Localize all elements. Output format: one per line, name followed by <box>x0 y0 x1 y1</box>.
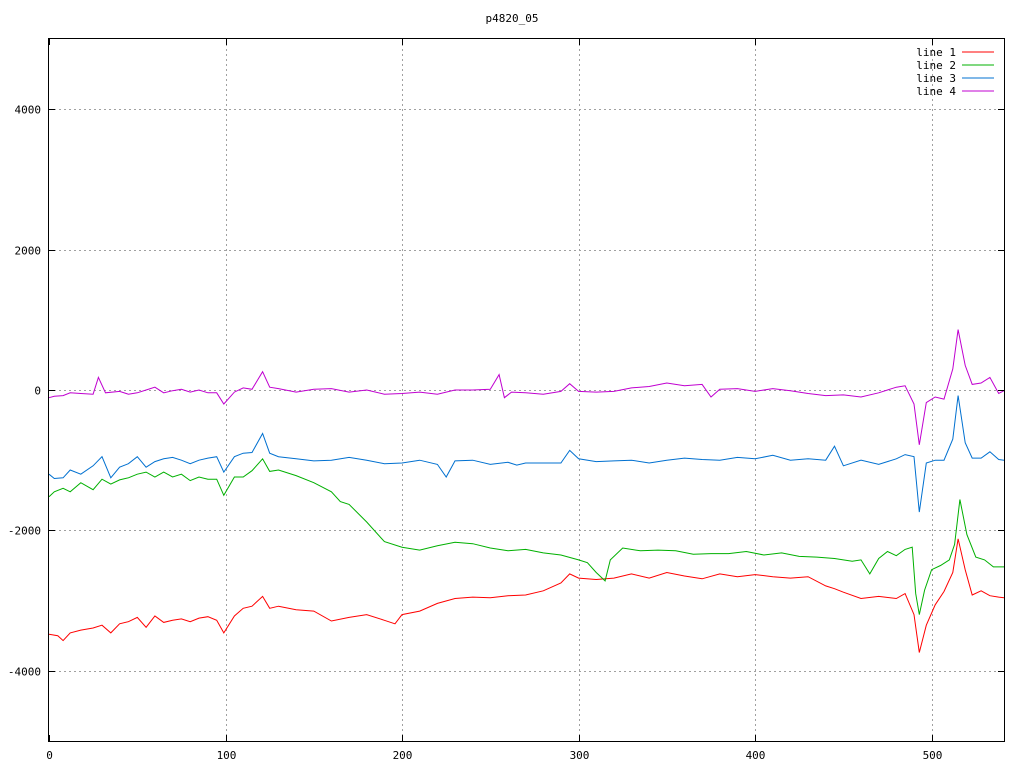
y-tick-label: 2000 <box>15 245 42 258</box>
x-tick-label: 0 <box>46 749 53 762</box>
legend-label-3: line 3 <box>916 72 956 85</box>
legend-label-2: line 2 <box>916 59 956 72</box>
series-line-2 <box>48 457 1004 615</box>
x-tick-label: 100 <box>217 749 237 762</box>
series-group <box>48 329 1005 653</box>
x-tick-label: 500 <box>923 749 943 762</box>
y-tick-label: 0 <box>34 385 41 398</box>
y-tick-label: -2000 <box>8 525 41 538</box>
x-tick-label: 400 <box>746 749 766 762</box>
x-tick-label: 300 <box>570 749 590 762</box>
axis-ticks: 0 100 200 300 400 500 -4000 -2000 0 2000 4000 <box>8 39 1004 762</box>
series-line-4 <box>48 329 1005 445</box>
x-tick-label: 200 <box>393 749 413 762</box>
grid <box>49 39 1004 741</box>
series-line-3 <box>48 395 1005 513</box>
plot-frame <box>48 38 1005 742</box>
legend-label-1: line 1 <box>916 46 956 59</box>
chart-title: p4820_05 <box>486 12 539 25</box>
series-line-1 <box>48 538 1005 653</box>
legend-label-4: line 4 <box>916 85 956 98</box>
y-tick-label: -4000 <box>8 666 41 679</box>
y-tick-label: 4000 <box>15 104 42 117</box>
